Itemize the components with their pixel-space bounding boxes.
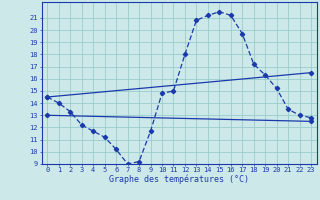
X-axis label: Graphe des températures (°C): Graphe des températures (°C) — [109, 175, 249, 184]
